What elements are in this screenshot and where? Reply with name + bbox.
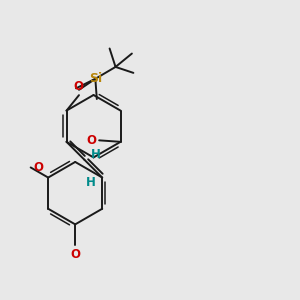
Text: O: O [70,248,80,261]
Text: H: H [86,176,96,189]
Text: O: O [73,80,83,93]
Text: O: O [86,134,96,146]
Text: Si: Si [89,72,102,85]
Text: H: H [91,148,101,161]
Text: O: O [33,161,43,174]
